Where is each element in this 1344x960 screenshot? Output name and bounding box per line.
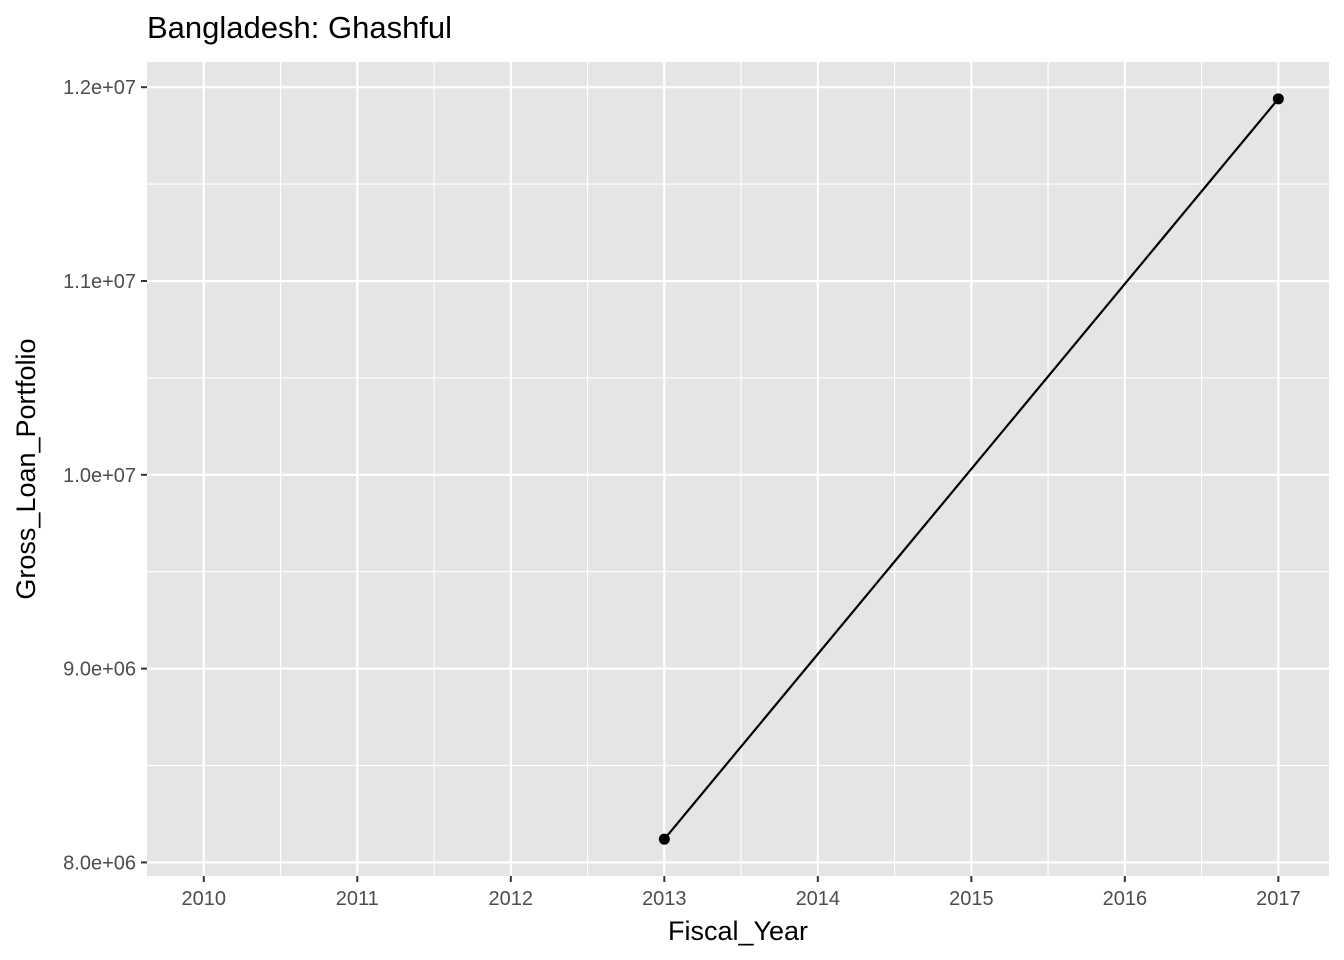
x-axis-title: Fiscal_Year [668,916,808,946]
x-tick-label: 2011 [336,888,379,910]
x-tick-label: 2015 [949,888,994,910]
x-tick-label: 2014 [796,888,841,910]
plot-panel [147,62,1329,876]
x-tick-label: 2012 [489,888,534,910]
x-axis: 2010 2011 2012 2013 2014 2015 2016 2017 [182,876,1301,910]
chart-title: Bangladesh: Ghashful [147,10,452,45]
x-tick-label: 2016 [1103,888,1148,910]
series-layer [658,93,1284,845]
y-tick-label: 1.1e+07 [63,271,136,293]
y-tick-label: 9.0e+06 [63,659,136,681]
y-tick-label: 8.0e+06 [63,852,136,874]
y-tick-label: 1.0e+07 [63,465,136,487]
y-axis-title: Gross_Loan_Portfolio [11,338,41,599]
data-point [1272,93,1284,105]
data-point [658,833,670,845]
minor-gridlines [147,62,1329,876]
major-gridlines [147,62,1329,876]
x-tick-label: 2017 [1256,888,1301,910]
series-line [663,98,1280,840]
x-tick-label: 2010 [182,888,227,910]
x-tick-label: 2013 [642,888,687,910]
y-tick-label: 1.2e+07 [63,77,136,99]
y-axis: 8.0e+06 9.0e+06 1.0e+07 1.1e+07 1.2e+07 [63,77,147,874]
